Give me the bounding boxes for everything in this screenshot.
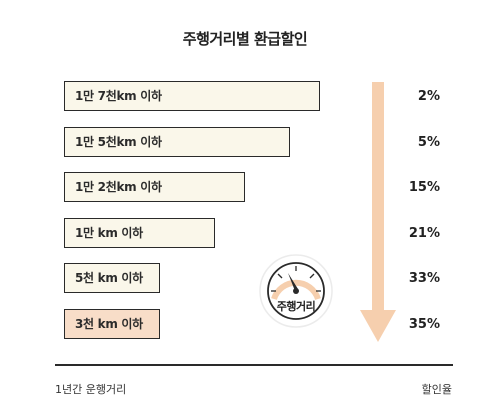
discount-label: 2% (417, 89, 440, 104)
bar-label: 5천 km 이하 (75, 271, 143, 285)
bar-label: 3천 km 이하 (75, 316, 143, 331)
discount-label: 35% (408, 316, 440, 332)
bar-1: 1만 5천km 이하 (64, 126, 290, 157)
discount-label: 15% (408, 180, 440, 195)
gauge-label: 주행거리 (276, 300, 316, 313)
bar-3: 1만 km 이하 (64, 217, 215, 248)
chart-title: 주행거리별 환급할인 (182, 30, 308, 48)
discount-label: 21% (408, 225, 440, 241)
discount-label: 5% (417, 134, 440, 150)
bar-label: 1만 km 이하 (75, 225, 143, 240)
speedometer-icon (259, 254, 333, 328)
bar-0: 1만 7천km 이하 (64, 81, 320, 111)
bar-label: 1만 2천km 이하 (75, 180, 162, 194)
bar-2: 1만 2천km 이하 (64, 172, 245, 202)
x-axis-line (55, 364, 453, 366)
down-arrow-icon (360, 82, 396, 342)
bar-label: 1만 7천km 이하 (75, 89, 162, 103)
x-axis-label: 1년간 운행거리 (55, 383, 127, 396)
bar-5: 3천 km 이하 (64, 308, 160, 339)
bar-label: 1만 5천km 이하 (75, 134, 162, 149)
bar-4: 5천 km 이하 (64, 263, 160, 293)
y-axis-label: 할인율 (421, 383, 452, 396)
discount-label: 33% (408, 271, 440, 286)
down-arrow-shape (360, 82, 396, 342)
